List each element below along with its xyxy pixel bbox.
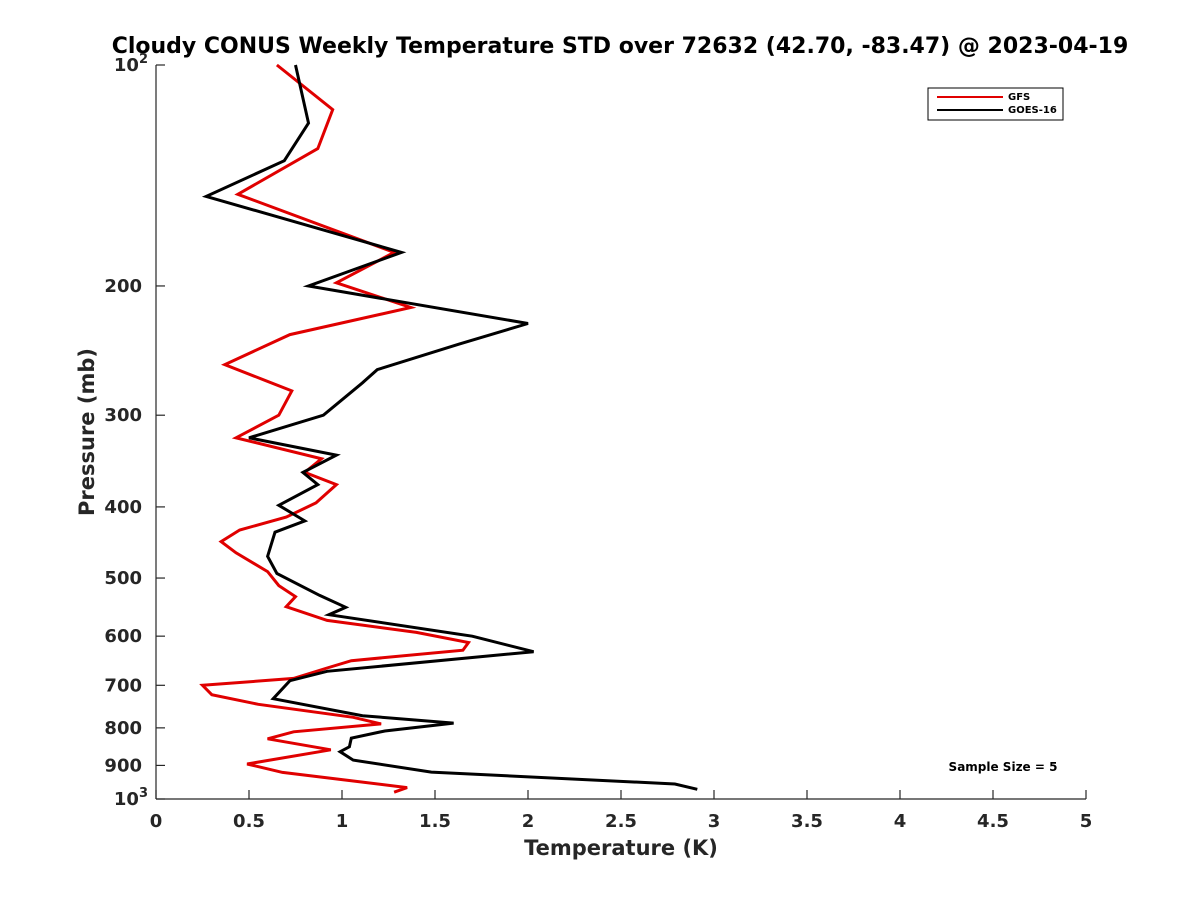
y-tick-label: 103 — [114, 786, 148, 810]
series-line-gfs — [199, 63, 472, 794]
y-tick-label: 800 — [104, 718, 142, 739]
x-axis-label: Temperature (K) — [524, 836, 718, 860]
x-tick-label: 0 — [150, 811, 163, 832]
x-tick-label: 5 — [1080, 811, 1093, 832]
chart-title: Cloudy CONUS Weekly Temperature STD over… — [112, 34, 1129, 59]
x-tick-label: 1 — [336, 811, 349, 832]
y-tick-label: 200 — [104, 276, 142, 297]
y-tick-label: 500 — [104, 568, 142, 589]
legend: GFS GOES-16 — [927, 87, 1064, 121]
y-tick-label: 300 — [104, 405, 142, 426]
x-tick-label: 4.5 — [977, 811, 1009, 832]
series-lines — [199, 63, 698, 794]
x-tick-label: 1.5 — [419, 811, 451, 832]
y-tick-label: 700 — [104, 675, 142, 696]
x-tick-label: 2 — [522, 811, 535, 832]
legend-box — [927, 87, 1064, 121]
series-line-goes-16 — [201, 64, 698, 791]
plot-area: 0 0.5 1 1.5 2 2.5 3 3.5 4 4.5 5 102 200 300 400 500 600… — [104, 52, 1092, 832]
y-tick-label: 600 — [104, 626, 142, 647]
legend-label-goes16: GOES-16 — [1008, 105, 1057, 116]
y-tick-label: 102 — [114, 52, 148, 76]
y-axis-label: Pressure (mb) — [75, 348, 99, 516]
y-tick-label: 400 — [104, 497, 142, 518]
x-tick-label: 3.5 — [791, 811, 823, 832]
sample-size-annotation: Sample Size = 5 — [949, 760, 1058, 774]
x-tick-label: 4 — [894, 811, 907, 832]
x-tick-label: 0.5 — [233, 811, 265, 832]
y-tick-label: 900 — [104, 755, 142, 776]
legend-label-gfs: GFS — [1008, 92, 1030, 103]
x-ticks: 0 0.5 1 1.5 2 2.5 3 3.5 4 4.5 5 — [150, 790, 1093, 832]
y-ticks: 102 200 300 400 500 600 700 800 900 103 — [104, 52, 165, 810]
x-tick-label: 2.5 — [605, 811, 637, 832]
x-tick-label: 3 — [708, 811, 721, 832]
